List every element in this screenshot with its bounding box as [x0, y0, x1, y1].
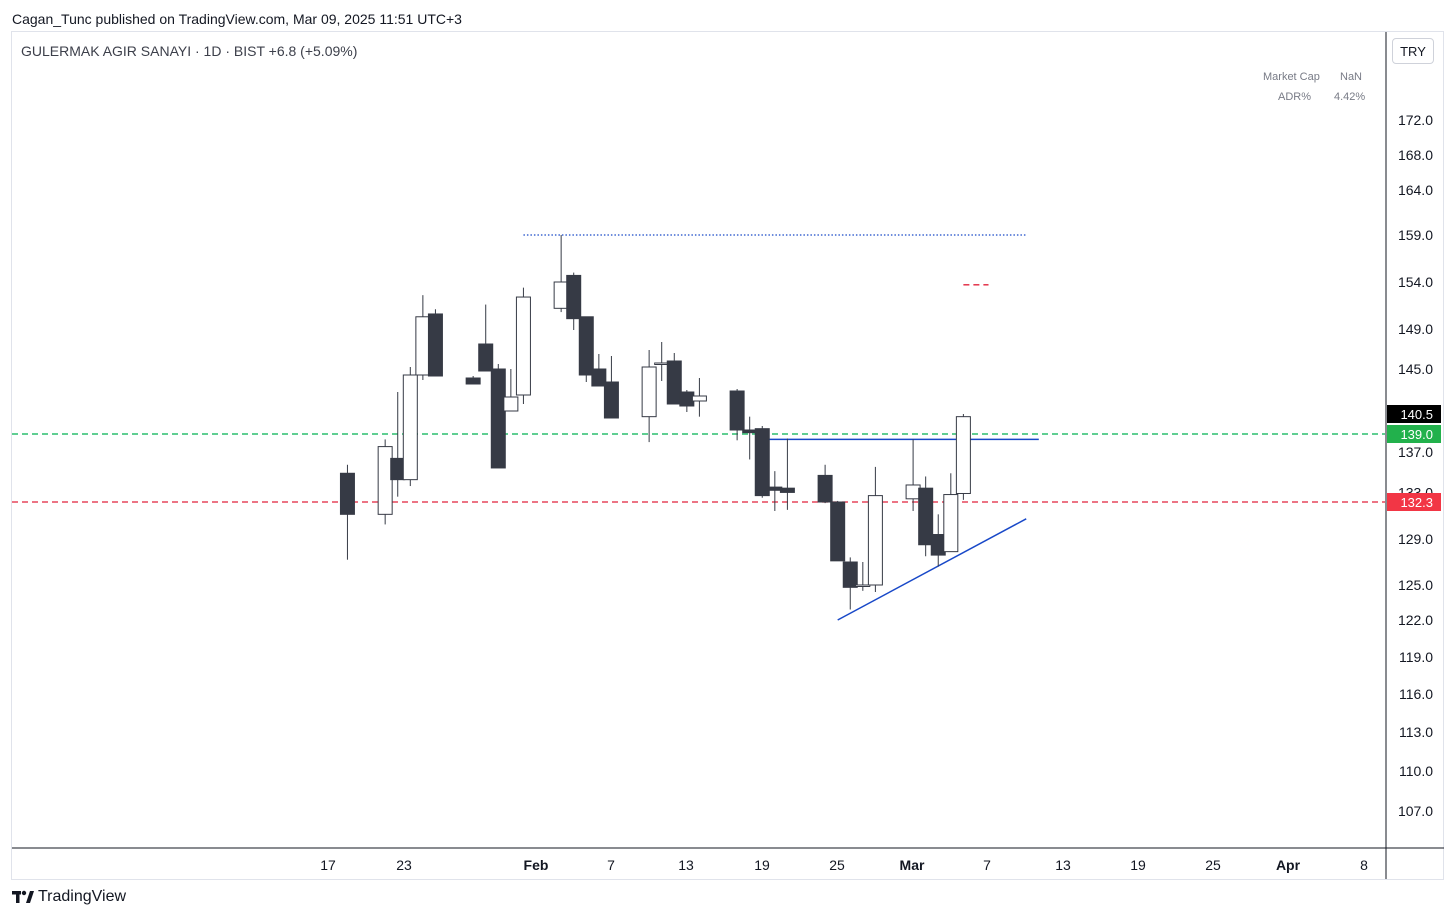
- candle-bear[interactable]: [339, 472, 355, 515]
- price-tag-label: 132.3: [1400, 495, 1433, 510]
- y-tick-label: 172.0: [1398, 112, 1433, 128]
- x-tick-label: 7: [983, 857, 991, 873]
- candle-bull[interactable]: [515, 296, 531, 396]
- y-tick-label: 107.0: [1398, 803, 1433, 819]
- candle-bear[interactable]: [465, 377, 481, 385]
- market-cap-label: Market Cap: [1263, 71, 1320, 83]
- x-tick-label: 13: [678, 857, 694, 873]
- x-tick-label: 17: [320, 857, 336, 873]
- candle-bull[interactable]: [654, 362, 670, 365]
- adr-label: ADR%: [1278, 91, 1312, 103]
- candle-bull[interactable]: [503, 396, 519, 412]
- y-tick-label: 122.0: [1398, 612, 1433, 628]
- publish-caption: Cagan_Tunc published on TradingView.com,…: [12, 11, 462, 27]
- y-tick-label: 113.0: [1399, 724, 1433, 740]
- footer-brand: TradingView: [38, 888, 127, 905]
- tradingview-logo[interactable]: TradingView: [12, 888, 126, 906]
- candle-bull[interactable]: [377, 446, 393, 515]
- candle-bear[interactable]: [578, 316, 594, 376]
- y-tick-label: 119.0: [1399, 649, 1433, 665]
- candle-bull[interactable]: [553, 281, 569, 309]
- y-tick-label: 164.0: [1398, 182, 1433, 198]
- candle-bull[interactable]: [867, 495, 883, 586]
- candle-bear[interactable]: [754, 428, 770, 497]
- y-tick-label: 159.0: [1398, 227, 1433, 243]
- x-tick-label: 23: [396, 857, 412, 873]
- candle-bull[interactable]: [641, 366, 657, 418]
- y-tick-label: 110.0: [1399, 763, 1433, 779]
- candle-bull[interactable]: [955, 416, 971, 494]
- candle-bull[interactable]: [855, 584, 871, 587]
- candle-bear[interactable]: [478, 343, 494, 372]
- y-tick-label: 116.0: [1399, 686, 1433, 702]
- candle-bear[interactable]: [930, 534, 946, 556]
- chart-frame: [11, 31, 1444, 880]
- candle-bear[interactable]: [666, 360, 682, 405]
- y-tick-label: 125.0: [1398, 577, 1433, 593]
- x-tick-label: 25: [829, 857, 845, 873]
- candle-bear[interactable]: [817, 474, 833, 503]
- candle-bull[interactable]: [402, 374, 418, 481]
- candle-bear[interactable]: [427, 313, 443, 377]
- tradingview-logo-icon: [12, 890, 34, 903]
- y-tick-label: 145.0: [1398, 361, 1433, 377]
- candle-bear[interactable]: [490, 368, 506, 469]
- candle-bear[interactable]: [390, 457, 406, 481]
- y-tick-label: 168.0: [1398, 147, 1433, 163]
- x-tick-label: 7: [607, 857, 615, 873]
- x-tick-label: 19: [1130, 857, 1146, 873]
- y-tick-label: 137.0: [1398, 444, 1433, 460]
- currency-button[interactable]: TRY: [1392, 38, 1434, 64]
- price-tag-green: [1387, 425, 1441, 443]
- x-tick-label: 25: [1205, 857, 1221, 873]
- x-tick-label: Feb: [524, 857, 549, 873]
- market-cap-value: NaN: [1340, 71, 1363, 83]
- candle-bear[interactable]: [830, 501, 846, 562]
- candle-bear[interactable]: [842, 561, 858, 588]
- candle-bear[interactable]: [918, 487, 934, 546]
- y-tick-label: 149.0: [1398, 321, 1433, 337]
- x-tick-label: Apr: [1276, 857, 1301, 873]
- symbol-legend[interactable]: GULERMAK AGIR SANAYI · 1D · BIST +6.8 (+…: [21, 43, 358, 59]
- x-tick-label: 19: [754, 857, 770, 873]
- price-tag-label: 139.0: [1400, 427, 1433, 442]
- x-tick-label: 13: [1055, 857, 1071, 873]
- candle-bull[interactable]: [943, 494, 959, 553]
- candle-bull[interactable]: [691, 395, 707, 402]
- candle-bull[interactable]: [905, 484, 921, 500]
- price-tag-red: [1387, 493, 1441, 511]
- adr-value: 4.42%: [1334, 91, 1366, 103]
- candle-bear[interactable]: [603, 381, 619, 419]
- x-tick-label: Mar: [900, 857, 925, 873]
- y-tick-label: 154.0: [1398, 274, 1433, 290]
- candle-bear[interactable]: [767, 486, 783, 491]
- candle-bull[interactable]: [415, 316, 431, 376]
- candle-bear[interactable]: [779, 487, 795, 493]
- trendline-support[interactable]: [837, 518, 1027, 621]
- y-tick-label: 129.0: [1398, 531, 1433, 547]
- candle-bear[interactable]: [566, 274, 582, 320]
- candle-bear[interactable]: [729, 390, 745, 431]
- price-tag-current: [1387, 405, 1441, 423]
- candle-bear[interactable]: [679, 391, 695, 407]
- x-tick-label: 8: [1360, 857, 1368, 873]
- price-tag-label: 140.5: [1400, 407, 1433, 422]
- candle-bear[interactable]: [591, 368, 607, 387]
- candle-bear[interactable]: [742, 429, 758, 434]
